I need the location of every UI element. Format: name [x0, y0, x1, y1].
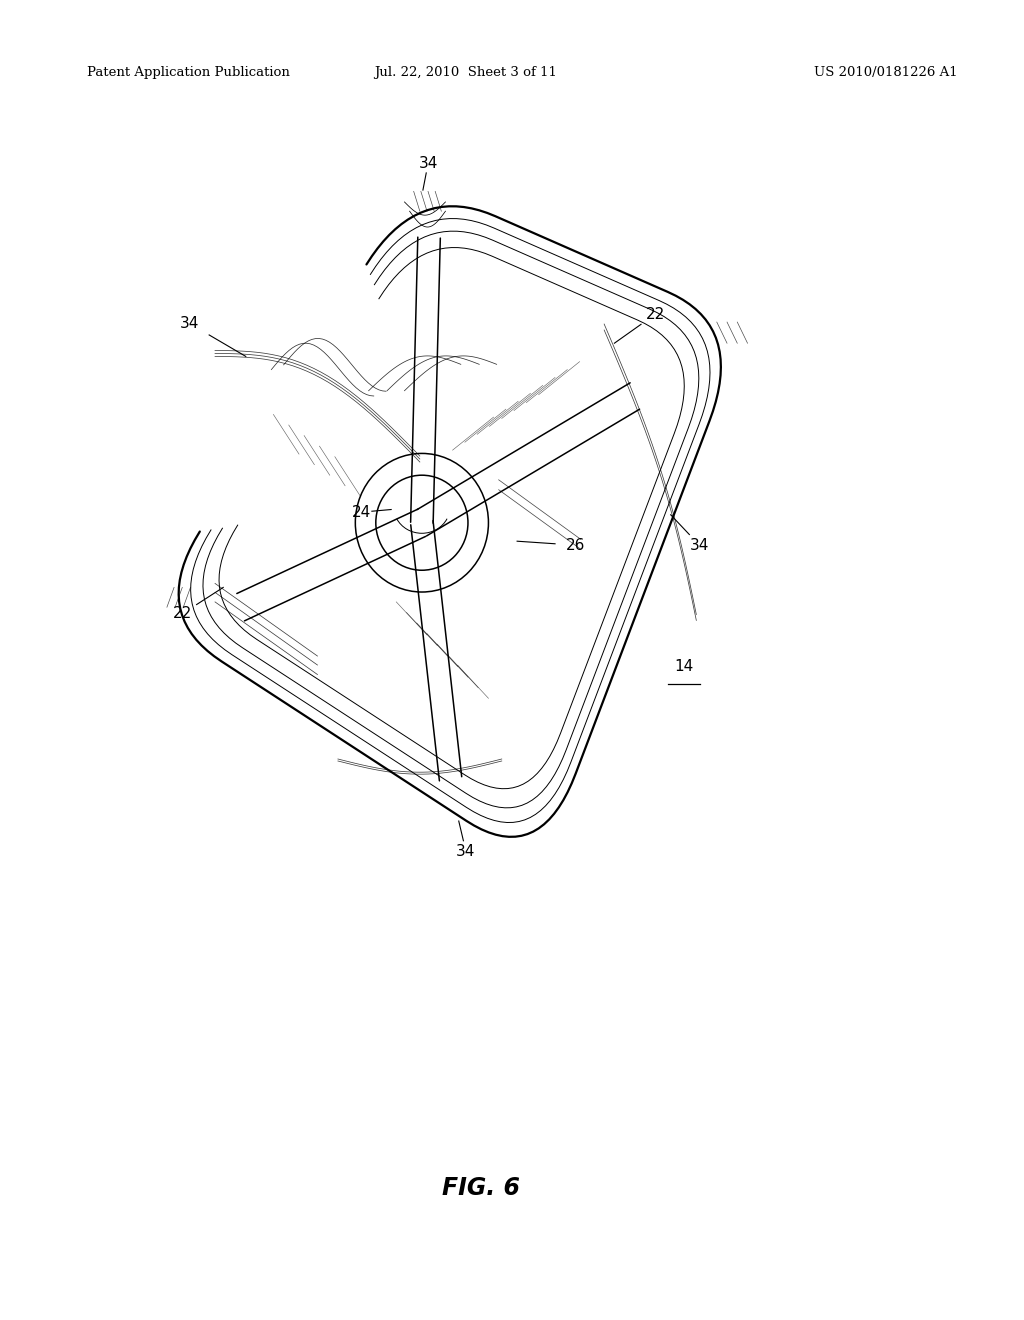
Text: 34: 34 [457, 843, 475, 859]
Text: 34: 34 [419, 156, 437, 172]
Text: FIG. 6: FIG. 6 [442, 1176, 520, 1200]
Text: 34: 34 [180, 315, 199, 331]
Text: 34: 34 [690, 537, 709, 553]
Text: Patent Application Publication: Patent Application Publication [87, 66, 290, 79]
Text: 22: 22 [646, 306, 665, 322]
Text: 14: 14 [675, 659, 693, 675]
Text: 22: 22 [173, 606, 191, 622]
Text: Jul. 22, 2010  Sheet 3 of 11: Jul. 22, 2010 Sheet 3 of 11 [375, 66, 557, 79]
Text: US 2010/0181226 A1: US 2010/0181226 A1 [814, 66, 957, 79]
Text: 26: 26 [566, 537, 585, 553]
Text: 24: 24 [352, 504, 371, 520]
